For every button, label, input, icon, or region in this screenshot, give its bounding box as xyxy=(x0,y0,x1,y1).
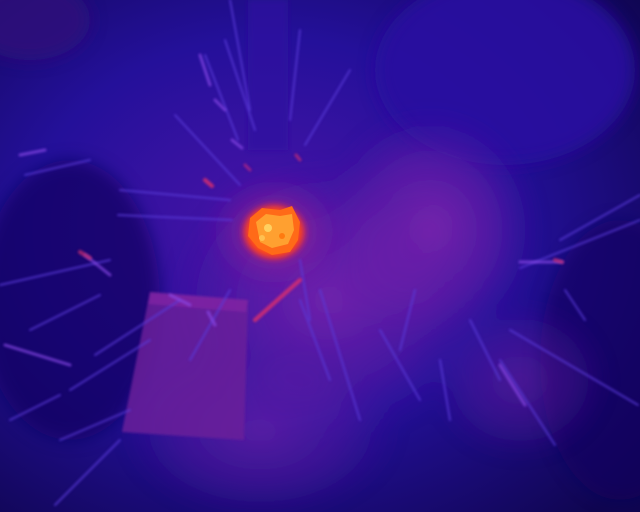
hot-spark-trails xyxy=(78,153,564,322)
hot-spot xyxy=(240,202,308,262)
background-rod xyxy=(248,0,288,150)
